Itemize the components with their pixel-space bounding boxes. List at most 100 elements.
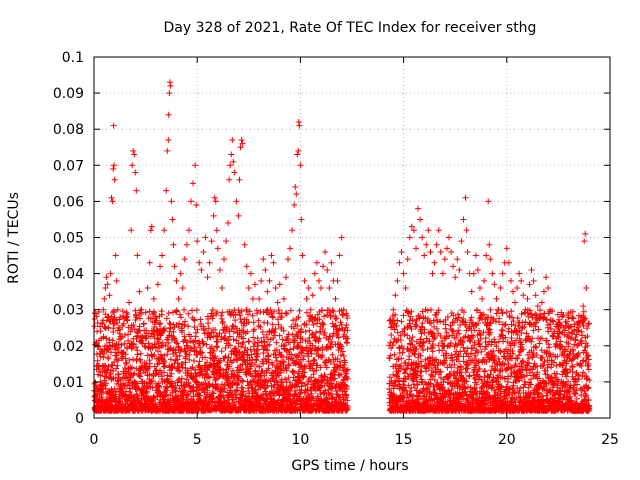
data-point [512,299,519,306]
data-point [245,285,252,292]
data-point [111,162,118,169]
data-point [162,325,169,332]
data-point [137,357,144,364]
data-point [113,380,120,387]
data-point [167,325,174,332]
data-point [157,263,164,270]
data-point [161,358,168,365]
data-point [177,270,184,277]
data-point [396,259,403,266]
data-point [102,385,109,392]
data-point [292,183,299,190]
data-point [328,259,335,266]
data-point [161,369,168,376]
data-point [123,359,130,366]
data-point [99,319,106,326]
data-point [114,362,121,369]
data-point [427,248,434,255]
data-point [161,363,168,370]
data-point [114,378,121,385]
data-point [96,337,103,344]
data-point [204,274,211,281]
data-point [165,310,172,317]
data-point [169,364,176,371]
data-point [167,373,174,380]
data-point [136,315,143,322]
data-point [425,227,432,234]
data-point [390,306,397,313]
data-point [313,259,320,266]
data-point [115,357,122,364]
data-point [268,252,275,259]
data-point [256,295,263,302]
data-point [154,281,161,288]
data-point [305,285,312,292]
data-point [103,335,110,342]
data-point [431,259,438,266]
data-point [134,252,141,259]
data-point [241,241,248,248]
data-point [334,277,341,284]
data-point [322,248,329,255]
data-point [175,295,182,302]
data-point [324,266,331,273]
data-point [307,306,314,313]
data-point [526,281,533,288]
data-point [145,383,152,390]
data-point [108,349,115,356]
data-point [104,314,111,321]
data-point [481,277,488,284]
data-point [102,362,109,369]
data-point [441,256,448,263]
data-point [580,303,587,310]
data-point [108,194,115,201]
data-point [282,274,289,281]
data-point [208,238,215,245]
data-point [92,310,99,317]
data-point [280,295,287,302]
data-point [503,245,510,252]
data-point [119,386,126,393]
data-point [136,372,143,379]
data-point [516,270,523,277]
data-point [443,245,450,252]
data-point [120,320,127,327]
data-point [472,252,479,259]
data-point [463,227,470,234]
data-point [179,285,186,292]
data-point [168,198,175,205]
data-point [93,313,100,320]
data-point [266,277,273,284]
data-point [144,390,151,397]
data-point [110,165,117,172]
data-point [108,313,115,320]
data-point [545,285,552,292]
data-point [147,315,154,322]
data-point [315,277,322,284]
data-point [146,371,153,378]
data-point [479,295,486,302]
data-point [311,270,318,277]
data-point [169,216,176,223]
data-point [406,234,413,241]
data-point [137,307,144,314]
data-point [470,270,477,277]
data-point [210,212,217,219]
data-point [165,137,172,144]
data-point [154,332,161,339]
data-point [174,360,181,367]
data-point [225,220,232,227]
data-point [435,227,442,234]
data-point [122,351,129,358]
data-point [514,285,521,292]
data-point [113,365,120,372]
data-point [247,270,254,277]
data-point [170,241,177,248]
data-point [130,321,137,328]
data-point [163,391,170,398]
data-point [127,389,134,396]
data-point [198,266,205,273]
data-point [164,384,171,391]
data-point [262,266,269,273]
data-point [134,351,141,358]
